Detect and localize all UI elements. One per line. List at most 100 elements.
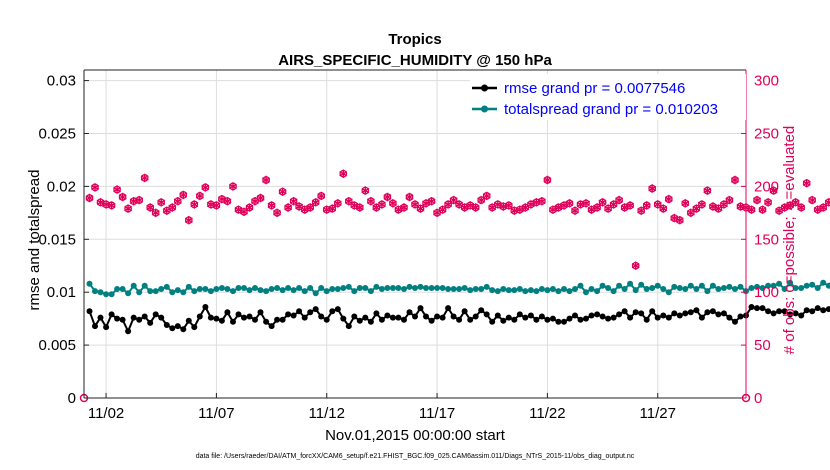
totalspread-point <box>555 288 562 295</box>
obs-evaluated-point <box>223 197 232 206</box>
obs-evaluated-point <box>168 203 177 212</box>
totalspread-point <box>649 285 656 291</box>
totalspread-point <box>549 286 556 292</box>
obs-evaluated-point <box>184 216 193 225</box>
rmse-point <box>252 316 258 323</box>
obs-evaluated-point <box>764 198 773 207</box>
obs-evaluated-point <box>449 195 458 205</box>
rmse-point <box>373 310 380 317</box>
rmse-point <box>605 315 612 322</box>
totalspread-point <box>566 288 573 295</box>
totalspread-point <box>627 280 634 287</box>
rmse-point <box>770 310 777 317</box>
totalspread-point <box>798 285 805 291</box>
legend-rmse-label: rmse grand pr = 0.0077546 <box>504 80 685 97</box>
rmse-point <box>389 314 396 321</box>
obs-evaluated-point <box>422 199 431 208</box>
obs-evaluated-point <box>615 195 624 205</box>
rmse-point <box>643 316 650 323</box>
totalspread-point <box>103 291 110 298</box>
totalspread-point <box>599 282 606 289</box>
totalspread-point <box>500 286 507 292</box>
totalspread-point <box>378 286 385 292</box>
totalspread-point <box>478 286 485 292</box>
rmse-point <box>152 311 159 318</box>
totalspread-point <box>776 280 783 287</box>
totalspread-point <box>814 285 821 291</box>
obs-evaluated-point <box>355 203 364 212</box>
totalspread-point <box>207 288 214 295</box>
rmse-point <box>130 314 137 321</box>
totalspread-point <box>412 285 418 291</box>
rmse-point <box>356 317 363 324</box>
obs-evaluated-point <box>399 203 408 212</box>
obs-evaluated-point <box>273 208 282 217</box>
obs-evaluated-point <box>675 216 684 225</box>
totalspread-point <box>583 289 589 296</box>
obs-evaluated-point <box>714 204 723 213</box>
x-tick-label: 11/02 <box>88 405 124 422</box>
y-axis-label: rmse and totalspread <box>26 170 43 311</box>
rmse-point <box>737 313 744 320</box>
obs-evaluated-point <box>234 205 243 214</box>
obs-evaluated-point <box>631 261 640 270</box>
legend-spread-marker <box>481 105 488 113</box>
totalspread-point <box>787 279 794 286</box>
totalspread-point <box>246 287 253 294</box>
rmse-point <box>412 313 418 320</box>
totalspread-point <box>461 285 468 291</box>
obs-evaluated-point <box>593 203 602 212</box>
obs-evaluated-point <box>284 203 293 212</box>
obs-evaluated-point <box>753 195 762 205</box>
rmse-point <box>798 312 805 319</box>
obs-evaluated-point <box>548 205 557 214</box>
totalspread-point <box>456 286 463 292</box>
rmse-point <box>136 316 143 323</box>
rmse-point <box>776 308 783 315</box>
rmse-point <box>307 309 314 316</box>
rmse-point <box>594 311 601 318</box>
rmse-point <box>235 311 242 318</box>
obs-evaluated-point <box>411 200 419 209</box>
rmse-point <box>478 307 485 314</box>
totalspread-point <box>356 285 363 291</box>
obs-evaluated-point <box>504 201 513 210</box>
rmse-point <box>709 308 716 315</box>
rmse-point <box>268 323 275 330</box>
totalspread-point <box>439 285 446 291</box>
rmse-point <box>230 318 236 325</box>
rmse-point <box>505 314 512 321</box>
obs-evaluated-point <box>730 175 739 185</box>
rmse-point <box>715 311 722 318</box>
totalspread-point <box>230 288 236 295</box>
rmse-point <box>340 315 347 322</box>
rmse-point <box>792 310 799 317</box>
obs-evaluated-point <box>648 184 657 193</box>
totalspread-point <box>92 288 98 295</box>
rmse-point <box>163 322 170 328</box>
rmse-point <box>472 313 479 320</box>
totalspread-point <box>638 281 645 288</box>
rmse-point <box>754 305 760 312</box>
totalspread-point <box>522 288 529 295</box>
rmse-point <box>417 305 424 312</box>
obs-evaluated-point <box>344 197 353 206</box>
totalspread-point <box>665 289 672 296</box>
totalspread-point <box>577 282 584 289</box>
rmse-point <box>549 315 556 322</box>
totalspread-point <box>241 285 247 291</box>
totalspread-point <box>610 288 617 295</box>
totalspread-point <box>538 286 545 292</box>
obs-evaluated-point <box>350 201 359 210</box>
totalspread-point <box>621 286 628 292</box>
totalspread-point <box>97 289 104 296</box>
rmse-point <box>693 307 700 314</box>
rmse-point <box>125 328 132 335</box>
totalspread-point <box>715 286 722 292</box>
obs-evaluated-point <box>217 194 226 204</box>
obs-evaluated-point <box>808 195 817 205</box>
obs-evaluated-point <box>659 204 668 213</box>
obs-evaluated-point <box>587 205 596 214</box>
totalspread-point <box>820 279 827 286</box>
rmse-point <box>577 316 584 323</box>
